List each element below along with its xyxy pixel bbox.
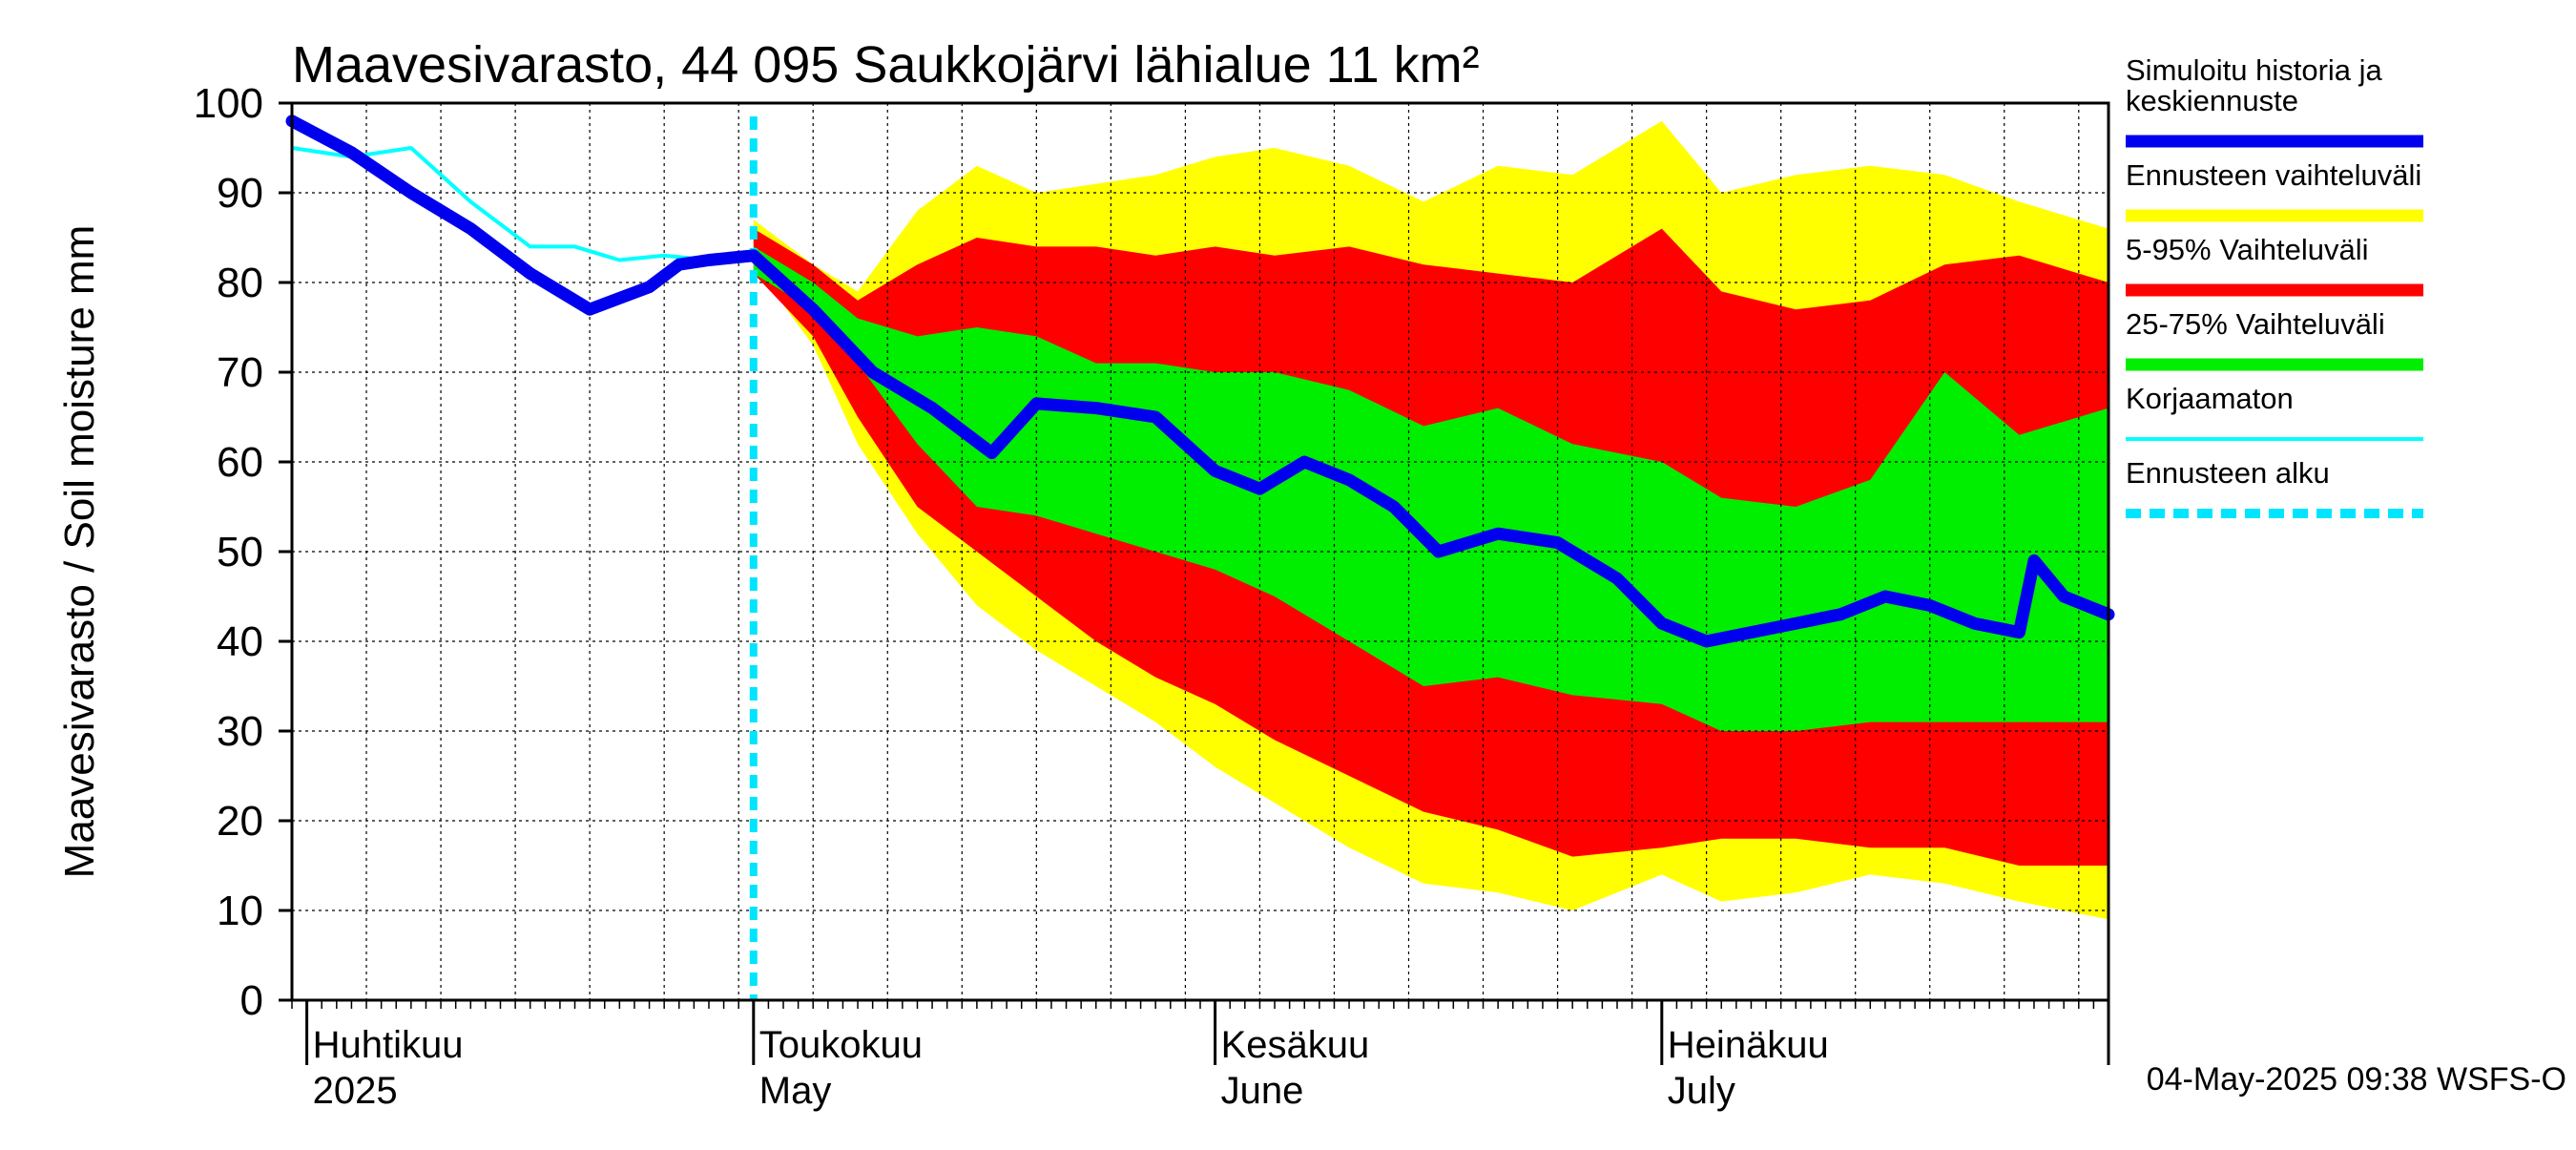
y-tick-label: 60 [217,439,263,486]
x-month-sublabel: June [1221,1070,1304,1112]
y-tick-label: 80 [217,260,263,306]
band-25-75 [753,246,2109,731]
y-tick-label: 50 [217,529,263,575]
grid-lines [292,103,2109,1000]
y-tick-label: 70 [217,349,263,396]
legend-label: Korjaamaton [2126,382,2294,415]
x-month-label: Heinäkuu [1668,1024,1829,1066]
chart-title: Maavesivarasto, 44 095 Saukkojärvi lähia… [292,36,1480,94]
legend-label: 5-95% Vaihteluväli [2126,233,2368,266]
range-bands [753,120,2109,920]
x-month-sublabel: 2025 [313,1070,398,1112]
legend-label: Simuloitu historia ja [2126,53,2383,87]
x-month-sublabel: May [759,1070,832,1112]
y-tick-label: 100 [194,80,263,127]
y-tick-label: 90 [217,170,263,217]
x-month-label: Kesäkuu [1221,1024,1370,1066]
y-tick-label: 30 [217,708,263,755]
legend-label: 25-75% Vaihteluväli [2126,307,2385,341]
x-month-sublabel: July [1668,1070,1735,1112]
history-mean-line [285,115,2115,648]
y-tick-label: 10 [217,888,263,934]
legend-label: Ennusteen vaihteluväli [2126,158,2421,192]
x-month-label: Toukokuu [759,1024,923,1066]
legend-label: keskiennuste [2126,84,2298,117]
legend-label: Ennusteen alku [2126,456,2330,490]
series-lines [285,115,2115,1000]
x-month-label: Huhtikuu [313,1024,464,1066]
y-tick-label: 40 [217,618,263,665]
y-tick-label: 0 [240,977,263,1024]
y-tick-label: 20 [217,798,263,845]
timestamp: 04-May-2025 09:38 WSFS-O [2147,1061,2566,1098]
y-axis-label: Maavesivarasto / Soil moisture mm [56,225,103,879]
